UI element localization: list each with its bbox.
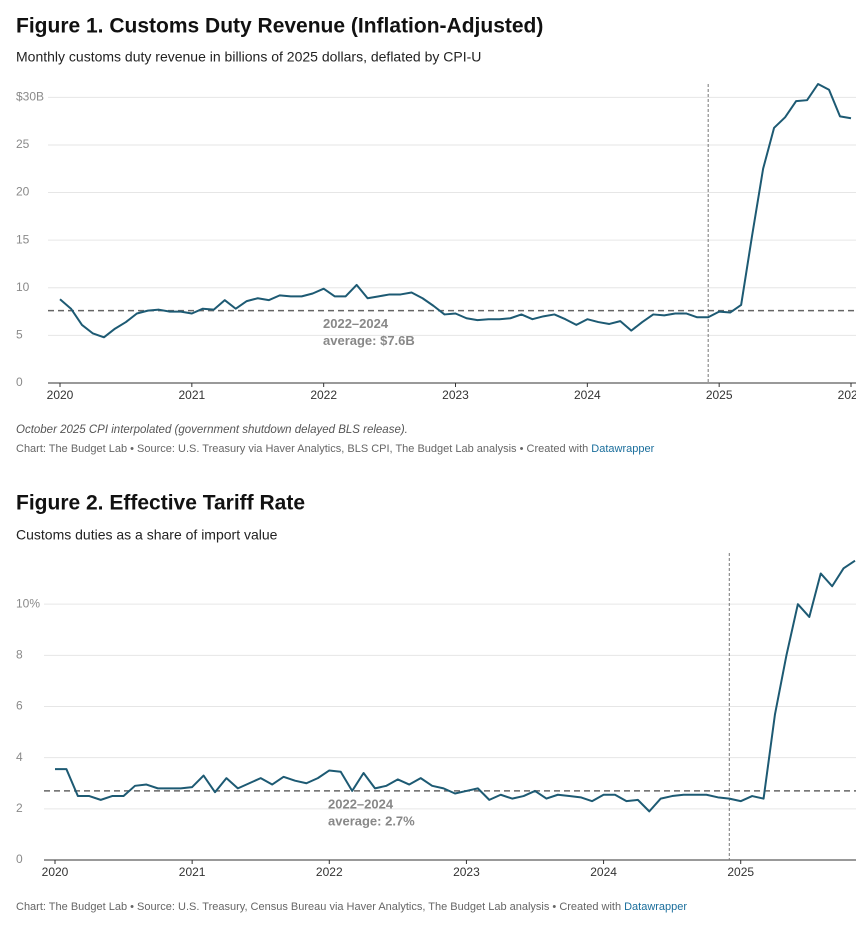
data-line (55, 559, 856, 813)
figure: Figure 2. Effective Tariff Rate Customs d… (16, 492, 856, 913)
y-tick-label: $30B (16, 90, 44, 104)
credit-link: Datawrapper (624, 901, 687, 913)
x-tick-label: 2024 (590, 865, 617, 879)
y-tick-label: 2 (16, 801, 23, 815)
y-tick-label: 10 (16, 280, 30, 294)
credit-link: Datawrapper (591, 443, 654, 455)
y-tick-label: 6 (16, 699, 23, 713)
x-tick-label: 2023 (453, 865, 480, 879)
y-tick-label: 0 (16, 852, 23, 866)
chart-title: Figure 2. Effective Tariff Rate (16, 492, 305, 515)
y-tick-label: 5 (16, 328, 23, 342)
source-text: Chart: The Budget Lab • Source: U.S. Tre… (16, 901, 621, 913)
average-label: 2022–2024 (323, 316, 389, 331)
x-tick-label: 2020 (47, 388, 74, 402)
chart-note: October 2025 CPI interpolated (governmen… (16, 424, 408, 436)
x-tick-label: 2022 (316, 865, 343, 879)
x-tick-label: 2025 (727, 865, 754, 879)
chart-subtitle: Monthly customs duty revenue in billions… (16, 49, 481, 65)
y-tick-label: 25 (16, 137, 30, 151)
x-tick-label: 2021 (178, 388, 205, 402)
y-tick-label: 4 (16, 750, 23, 764)
average-label: average: $7.6B (323, 333, 415, 348)
chart-source: Chart: The Budget Lab • Source: U.S. Tre… (16, 901, 687, 913)
y-tick-label: 8 (16, 648, 23, 662)
x-tick-label: 2026 (838, 388, 856, 402)
x-tick-label: 2025 (706, 388, 733, 402)
y-tick-label: 10% (16, 596, 40, 610)
average-label: average: 2.7% (328, 813, 415, 828)
data-line (59, 83, 852, 339)
x-tick-label: 2020 (42, 865, 69, 879)
chart-title: Figure 1. Customs Duty Revenue (Inflatio… (16, 15, 543, 38)
x-tick-label: 2021 (179, 865, 206, 879)
x-tick-label: 2024 (574, 388, 601, 402)
chart-source: Chart: The Budget Lab • Source: U.S. Tre… (16, 443, 655, 455)
y-tick-label: 0 (16, 375, 23, 389)
chart-subtitle: Customs duties as a share of import valu… (16, 527, 278, 543)
x-tick-label: 2023 (442, 388, 469, 402)
x-tick-label: 2022 (310, 388, 337, 402)
average-label: 2022–2024 (328, 796, 394, 811)
y-tick-label: 15 (16, 232, 30, 246)
figure: Figure 1. Customs Duty Revenue (Inflatio… (16, 15, 856, 455)
y-tick-label: 20 (16, 185, 30, 199)
source-text: Chart: The Budget Lab • Source: U.S. Tre… (16, 443, 588, 455)
